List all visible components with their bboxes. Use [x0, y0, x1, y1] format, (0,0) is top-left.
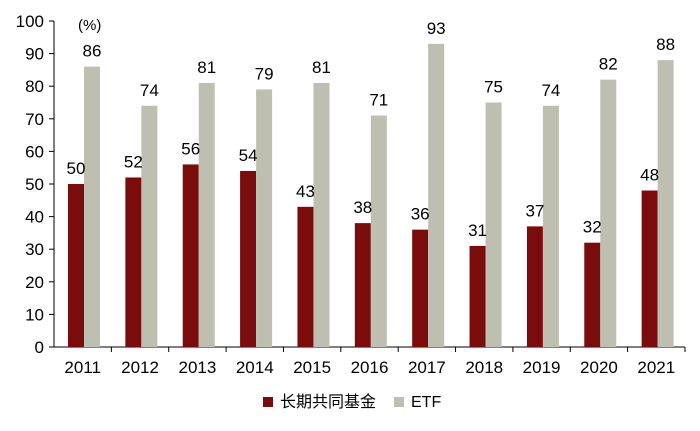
bar-long-term-fund	[469, 245, 486, 347]
x-tick-label: 2015	[293, 358, 331, 377]
bar-long-term-fund	[354, 223, 371, 347]
data-label: 93	[427, 19, 446, 38]
bars	[68, 43, 674, 348]
axes: 0 10 20 30 40 50 60 70 80 90 100 2011 2012 2013 2014 20…	[16, 12, 686, 377]
y-tick-label: 20	[25, 273, 44, 292]
bar-long-term-fund	[240, 170, 257, 347]
bar-etf	[485, 102, 502, 347]
x-tick-label: 2020	[580, 358, 618, 377]
data-label: 81	[312, 58, 331, 77]
bar-long-term-fund	[182, 164, 199, 347]
bar-long-term-fund	[68, 184, 84, 347]
data-label: 74	[140, 81, 159, 100]
data-labels: 50 86 52 74 56 81 54 79 43 81 38 71 36 93 31 75 37 74 32 82…	[67, 19, 676, 240]
data-label: 56	[181, 139, 200, 158]
bar-long-term-fund	[125, 177, 142, 347]
x-tick-label: 2011	[64, 358, 101, 377]
y-tick-label: 90	[25, 45, 44, 64]
data-label: 71	[369, 91, 388, 110]
data-label: 43	[296, 182, 315, 201]
data-label: 75	[484, 78, 503, 97]
y-tick-label: 80	[25, 77, 44, 96]
y-tick-label: 30	[25, 240, 44, 259]
data-label: 88	[656, 35, 675, 54]
legend-label: ETF	[411, 394, 441, 411]
bar-long-term-fund	[297, 206, 314, 347]
bar-etf	[600, 79, 617, 348]
bar-etf	[84, 66, 100, 347]
data-label: 79	[255, 64, 274, 83]
y-tick-label: 70	[25, 110, 44, 129]
y-axis-unit-label: (%)	[78, 17, 101, 34]
data-label: 54	[239, 146, 258, 165]
x-tick-label: 2018	[465, 358, 503, 377]
data-label: 48	[640, 166, 659, 185]
y-tick-label: 0	[35, 338, 44, 357]
data-label: 32	[583, 218, 602, 237]
legend-swatch	[394, 397, 404, 407]
x-tick-label: 2013	[178, 358, 216, 377]
x-tick-label: 2019	[523, 358, 561, 377]
data-label: 86	[83, 42, 102, 61]
x-tick-label: 2016	[351, 358, 389, 377]
x-tick-label: 2021	[637, 358, 675, 377]
data-label: 38	[353, 198, 372, 217]
y-tick-label: 10	[25, 305, 44, 324]
legend: 长期共同基金 ETF	[263, 393, 441, 411]
bar-long-term-fund	[526, 226, 543, 347]
bar-etf	[198, 82, 215, 347]
bar-long-term-fund	[584, 242, 601, 347]
y-tick-label: 50	[25, 175, 44, 194]
y-tick-label: 60	[25, 142, 44, 161]
data-label: 81	[197, 58, 216, 77]
data-label: 82	[599, 55, 618, 74]
bar-etf	[370, 115, 387, 347]
y-tick-label: 100	[16, 12, 44, 31]
legend-swatch	[263, 397, 273, 407]
bar-long-term-fund	[641, 190, 658, 347]
data-label: 50	[67, 159, 86, 178]
bar-etf	[428, 43, 445, 347]
data-label: 74	[541, 81, 560, 100]
bar-long-term-fund	[412, 229, 429, 347]
bar-etf	[657, 60, 674, 348]
data-label: 52	[124, 152, 143, 171]
data-label: 37	[525, 201, 544, 220]
data-label: 36	[411, 205, 430, 224]
bar-etf	[313, 82, 330, 347]
bar-etf	[256, 89, 273, 348]
x-tick-label: 2014	[236, 358, 274, 377]
x-tick-label: 2017	[408, 358, 446, 377]
bar-etf	[141, 105, 158, 347]
bar-etf	[542, 105, 559, 347]
x-tick-label: 2012	[121, 358, 159, 377]
legend-label: 长期共同基金	[280, 393, 376, 411]
data-label: 31	[468, 221, 487, 240]
y-tick-label: 40	[25, 208, 44, 227]
